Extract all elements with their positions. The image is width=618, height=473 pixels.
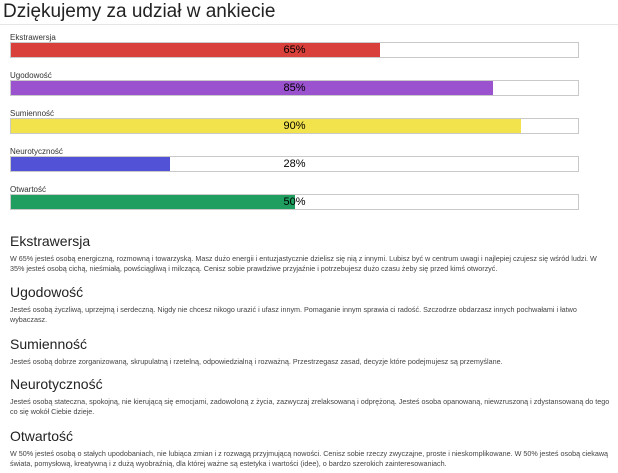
progress-fill — [11, 157, 170, 171]
section-heading: Otwartość — [10, 428, 74, 444]
progress-percent: 65% — [283, 44, 306, 56]
progress-bar-agreeableness: 85% — [10, 80, 579, 96]
trait-conscientiousness: Sumienność 90% — [10, 109, 579, 134]
trait-neuroticism: Neurotyczność 28% — [10, 147, 579, 172]
progress-fill — [11, 43, 380, 57]
progress-fill — [11, 81, 493, 95]
progress-fill — [11, 119, 522, 133]
progress-bar-conscientiousness: 90% — [10, 118, 579, 134]
section-openness: Otwartość W 50% jesteś osobą o stałych u… — [10, 428, 610, 469]
section-conscientiousness: Sumienność Jesteś osobą dobrze zorganizo… — [10, 336, 610, 367]
section-heading: Ugodowość — [10, 284, 84, 300]
trait-label: Neurotyczność — [10, 147, 63, 156]
section-heading: Ekstrawersja — [10, 233, 91, 249]
progress-bar-openness: 50% — [10, 194, 579, 210]
section-text: Jesteś osobą stateczna, spokojną, nie ki… — [10, 397, 610, 416]
trait-label: Ekstrawersja — [10, 33, 56, 42]
section-text: Jesteś osobą dobrze zorganizowaną, skrup… — [10, 357, 503, 366]
trait-label: Otwartość — [10, 185, 47, 194]
trait-openness: Otwartość 50% — [10, 185, 579, 210]
progress-bar-neuroticism: 28% — [10, 156, 579, 172]
section-text: W 65% jesteś osobą energiczną, rozmowną … — [10, 254, 597, 273]
section-text: W 50% jesteś osobą o stałych upodobaniac… — [10, 449, 609, 468]
progress-percent: 85% — [283, 82, 306, 94]
section-agreeableness: Ugodowość Jesteś osobą życzliwą, uprzejm… — [10, 284, 610, 325]
trait-label: Ugodowość — [10, 71, 52, 80]
trait-extraversion: Ekstrawersja 65% — [10, 33, 579, 58]
page-title: Dziękujemy za udział w ankiecie — [3, 1, 276, 22]
section-text: Jesteś osobą życzliwą, uprzejmą i serdec… — [10, 305, 577, 324]
progress-bar-extraversion: 65% — [10, 42, 579, 58]
section-extraversion: Ekstrawersja W 65% jesteś osobą energicz… — [10, 233, 610, 274]
trait-agreeableness: Ugodowość 85% — [10, 71, 579, 96]
progress-percent: 90% — [283, 120, 306, 132]
section-heading: Sumienność — [10, 336, 88, 352]
trait-label: Sumienność — [10, 109, 55, 118]
progress-percent: 50% — [283, 196, 306, 208]
section-neuroticism: Neurotyczność Jesteś osobą stateczna, sp… — [10, 376, 610, 417]
section-heading: Neurotyczność — [10, 376, 103, 392]
progress-percent: 28% — [283, 158, 306, 170]
title-divider — [0, 24, 618, 25]
progress-fill — [11, 195, 295, 209]
